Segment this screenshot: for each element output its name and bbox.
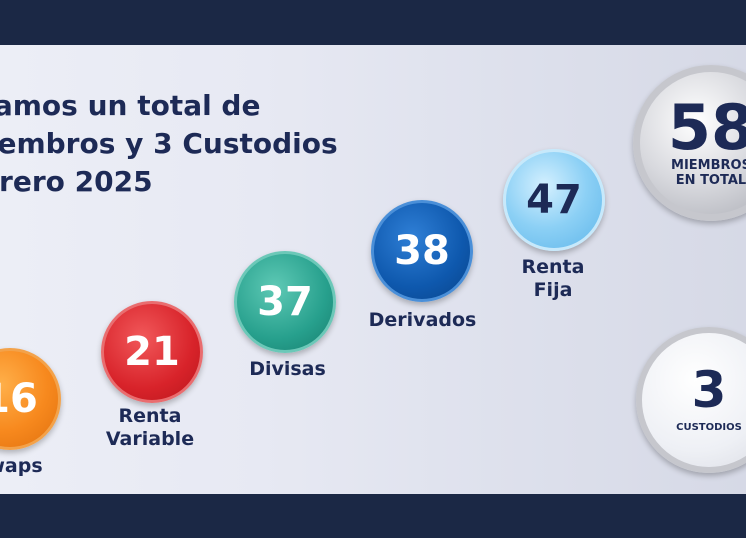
renta-fija-count: 47 [526, 177, 582, 223]
headline-line-2: Miembros y 3 Custodios [0, 127, 338, 160]
total-members-label-line-2: EN TOTAL [675, 173, 746, 188]
bottom-banner [0, 494, 746, 538]
derivados-count: 38 [394, 228, 450, 274]
renta-fija-label-line-1: Renta [521, 256, 585, 278]
divisas-count: 37 [257, 279, 313, 325]
swaps-circle: 16 [0, 348, 61, 450]
custodians-label: CUSTODIOS [676, 422, 742, 433]
derivados-label-line: Derivados [368, 309, 477, 331]
total-members-count: 58 [667, 91, 746, 164]
top-banner [0, 0, 746, 45]
renta-variable-label-line-2: Variable [105, 428, 195, 450]
headline-line-3: ebrero 2025 [0, 165, 153, 198]
swaps-label: waps [0, 455, 60, 478]
custodians-count: 3 [691, 361, 727, 419]
renta-variable-label: Renta Variable [90, 405, 210, 451]
infographic-panel: gramos un total de Miembros y 3 Custodio… [0, 45, 746, 494]
renta-variable-label-line-1: Renta [118, 405, 182, 427]
renta-variable-count: 21 [124, 329, 180, 375]
swaps-label-line: waps [0, 455, 43, 477]
renta-variable-circle: 21 [101, 301, 203, 403]
divisas-circle: 37 [234, 251, 336, 353]
divisas-label-line: Divisas [249, 358, 326, 380]
total-members-badge: 58 MIEMBROS EN TOTAL [633, 65, 746, 221]
renta-fija-circle: 47 [503, 149, 605, 251]
headline-line-1: gramos un total de [0, 89, 261, 122]
swaps-count: 16 [0, 376, 38, 422]
total-members-label-line-1: MIEMBROS [671, 158, 746, 173]
custodians-badge: 3 CUSTODIOS [636, 327, 746, 473]
divisas-label: Divisas [230, 358, 345, 381]
derivados-circle: 38 [371, 200, 473, 302]
headline: gramos un total de Miembros y 3 Custodio… [0, 87, 430, 201]
renta-fija-label: Renta Fija [503, 256, 603, 302]
derivados-label: Derivados [360, 309, 485, 332]
renta-fija-label-line-2: Fija [533, 279, 573, 301]
